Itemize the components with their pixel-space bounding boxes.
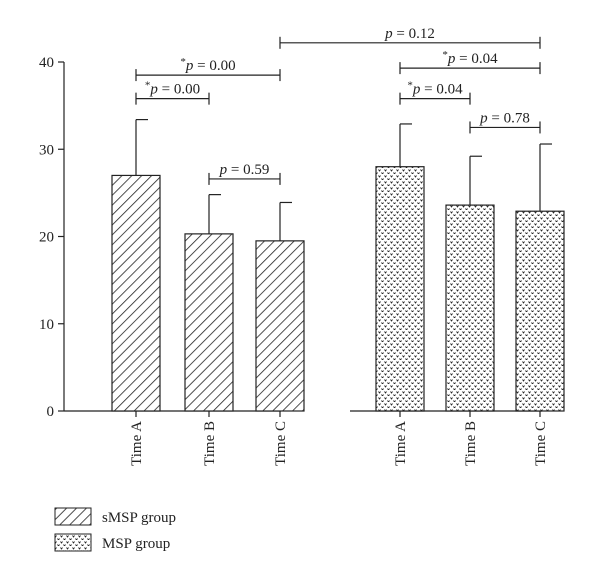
bar xyxy=(255,240,305,412)
p-value: = 0.00 xyxy=(193,58,235,74)
p-symbol: p xyxy=(185,58,194,74)
y-tick-label: 40 xyxy=(39,55,54,71)
bar xyxy=(184,233,234,412)
p-value-label: *p = 0.00 xyxy=(145,80,200,98)
p-value-label: *p = 0.00 xyxy=(180,56,235,74)
x-tick-label: Time A xyxy=(393,421,409,466)
p-value: = 0.04 xyxy=(455,51,498,67)
p-symbol: p xyxy=(447,51,456,67)
p-symbol: p xyxy=(384,26,393,42)
p-symbol: p xyxy=(412,82,421,98)
significance-star: * xyxy=(145,80,151,92)
p-value: = 0.00 xyxy=(158,82,200,98)
y-tick-label: 10 xyxy=(39,317,54,333)
x-tick-label: Time B xyxy=(202,421,218,466)
plot-area: 0 10 20 30 40 Time A Time B Time C Time A Time B T… xyxy=(39,26,565,466)
bar xyxy=(375,166,425,412)
p-value-label: *p = 0.04 xyxy=(407,80,463,98)
p-value: = 0.59 xyxy=(227,162,269,178)
bar xyxy=(111,174,161,412)
bar xyxy=(445,204,495,412)
significance-star: * xyxy=(180,56,186,68)
legend-label: MSP group xyxy=(102,536,170,552)
y-tick-label: 30 xyxy=(39,142,54,158)
p-symbol: p xyxy=(149,82,158,98)
p-value: = 0.78 xyxy=(488,110,530,126)
y-tick-label: 0 xyxy=(47,404,55,420)
x-tick-label: Time A xyxy=(129,421,145,466)
p-symbol: p xyxy=(479,110,488,126)
p-value: = 0.04 xyxy=(420,82,463,98)
legend-label: sMSP group xyxy=(102,510,176,526)
x-tick-label: Time C xyxy=(533,421,549,466)
y-tick-label: 20 xyxy=(39,230,54,246)
x-tick-label: Time C xyxy=(273,421,289,466)
significance-star: * xyxy=(442,49,448,61)
x-tick-label: Time B xyxy=(463,421,479,466)
significance-star: * xyxy=(407,80,413,92)
bar xyxy=(515,210,565,412)
legend-swatch xyxy=(54,533,92,552)
p-symbol: p xyxy=(219,162,228,178)
legend: sMSP group MSP group xyxy=(54,507,176,552)
p-value-label: p = 0.59 xyxy=(219,162,270,178)
p-value-label: p = 0.78 xyxy=(479,110,530,126)
p-value-label: p = 0.12 xyxy=(384,26,435,42)
legend-swatch xyxy=(54,507,92,526)
p-value-label: *p = 0.04 xyxy=(442,49,498,67)
p-value: = 0.12 xyxy=(393,26,435,42)
